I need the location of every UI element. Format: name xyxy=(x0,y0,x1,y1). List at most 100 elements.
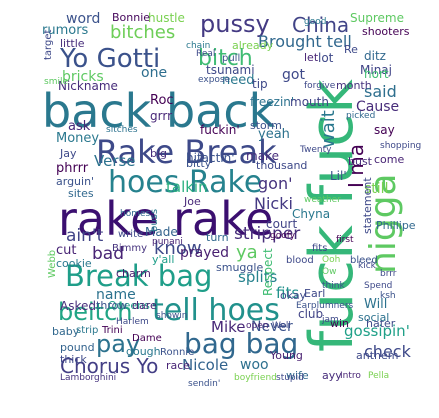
word-weather: weather xyxy=(304,195,341,205)
word-first: first xyxy=(336,235,354,245)
word-dough: dough xyxy=(126,345,161,358)
word-queens: Queens xyxy=(108,299,150,312)
word-brought-tell: Brought tell xyxy=(258,32,352,51)
word-ditz: ditz xyxy=(364,49,386,63)
word-thousand: thousand xyxy=(256,159,308,172)
word-beitch: beitch xyxy=(58,298,133,326)
word-roc: Roc xyxy=(150,93,174,108)
word-fuckin: fuckin' xyxy=(200,123,240,137)
word-say: say xyxy=(374,123,395,137)
word-expose: expose xyxy=(198,75,231,85)
word-prayed: prayed xyxy=(180,245,230,261)
word-rake-rake: rake rake xyxy=(58,192,274,246)
word-let: let xyxy=(304,51,319,64)
word-shopping: shopping xyxy=(380,141,422,151)
word-punani: punani xyxy=(152,237,183,247)
word-good: good xyxy=(304,17,327,27)
word-strip: strip xyxy=(76,325,99,336)
word-brrr: brrr xyxy=(380,269,397,279)
word-tell-hoes: tell hoes xyxy=(152,293,280,328)
word-bad: bad xyxy=(92,244,124,264)
word-hater: hater xyxy=(366,317,396,330)
word-tsunami: tsunami xyxy=(206,63,255,77)
word-phrrr: phrrr xyxy=(56,161,89,176)
word-respect: Respect xyxy=(261,248,275,296)
word-pussy: pussy xyxy=(200,10,270,38)
word-money: Money xyxy=(56,131,100,146)
word-cookie: cookie xyxy=(56,257,92,270)
word-social: social xyxy=(358,311,390,324)
word-dare: dare xyxy=(132,299,157,312)
word-hort: hort xyxy=(364,67,389,81)
word-blood: blood xyxy=(286,255,314,266)
word-come: come xyxy=(374,153,405,166)
word-trini: Trini xyxy=(102,325,123,336)
word-said: said xyxy=(364,82,397,101)
word-know: know xyxy=(154,238,202,259)
word-cut: cut xyxy=(56,243,77,258)
word-lil: Lil' xyxy=(330,169,347,183)
word-joe: Joe xyxy=(184,195,201,208)
word-well: Well xyxy=(272,321,291,331)
word-one: one xyxy=(141,65,168,81)
word-statement: statement xyxy=(361,177,374,234)
word-make: make xyxy=(246,149,279,163)
word-ooh: Ooh xyxy=(322,255,341,265)
word-pound: pound xyxy=(60,341,95,354)
word-need: need xyxy=(222,73,255,88)
word-picked: picked xyxy=(346,111,376,121)
word-ya: ya xyxy=(236,242,258,263)
word-will: Will xyxy=(364,297,388,312)
word-bricks: bricks xyxy=(62,69,104,85)
word-nicki: Nicki xyxy=(254,194,293,213)
word-rumors: rumors xyxy=(42,23,89,38)
word-anthem: anthem xyxy=(356,349,399,362)
word-little: little xyxy=(60,37,85,50)
word-mike: Mike xyxy=(211,318,246,336)
word-dame: Dame xyxy=(132,333,162,344)
word-webb: Webb xyxy=(47,249,58,278)
word-big: big xyxy=(150,147,168,160)
word-race: race xyxy=(166,359,191,372)
word-spend: Spend xyxy=(364,281,393,291)
word-pay: pay xyxy=(96,330,141,358)
word-real: Real xyxy=(196,49,216,59)
word-forgive: forgive xyxy=(304,81,336,91)
word-twenty: Twenty xyxy=(300,145,332,155)
word-verse: Verse xyxy=(94,152,136,170)
word-y-all: y'all xyxy=(152,253,175,266)
word-storm: storm xyxy=(250,119,282,132)
word-nickname: Nickname xyxy=(58,79,118,93)
word-grrr: grrr xyxy=(150,109,172,123)
word-month: month xyxy=(336,79,372,92)
word-ksh: ksh xyxy=(380,291,396,301)
word-thick: thick xyxy=(60,353,87,366)
word-hustle: hustle xyxy=(148,11,185,25)
word-chain: chain xyxy=(186,41,211,51)
word-pella: Pella xyxy=(368,371,390,381)
word-baby: baby xyxy=(52,325,80,338)
word-bust: bust xyxy=(348,155,372,168)
word-turn: turn xyxy=(206,231,229,244)
word-phillipe: Phillipe xyxy=(376,219,416,232)
word-bitch: bitch xyxy=(198,46,253,71)
word-yeah: yeah xyxy=(258,127,290,142)
word-yo-gotti: Yo Gotti xyxy=(60,44,161,74)
word-wait: wait xyxy=(318,110,339,148)
word-china: China xyxy=(292,13,350,37)
word-sites: sites xyxy=(68,187,94,200)
word-boyfriend: boyfriend xyxy=(234,373,277,383)
word-harlem: Harlem xyxy=(116,317,149,327)
word-never: Never xyxy=(251,319,293,335)
word-back-back: back back xyxy=(42,84,276,138)
word-bitty: bitty xyxy=(186,157,212,170)
word-cause: Cause xyxy=(356,99,400,115)
word-smile: smile xyxy=(44,77,68,87)
word-word: word xyxy=(66,11,101,27)
word-talkin: talkin xyxy=(166,178,208,196)
word-showin: showin xyxy=(156,311,188,321)
word-kick: kick xyxy=(358,261,376,271)
word-ain-t: ain't xyxy=(66,226,104,246)
word-already: already xyxy=(232,39,274,52)
